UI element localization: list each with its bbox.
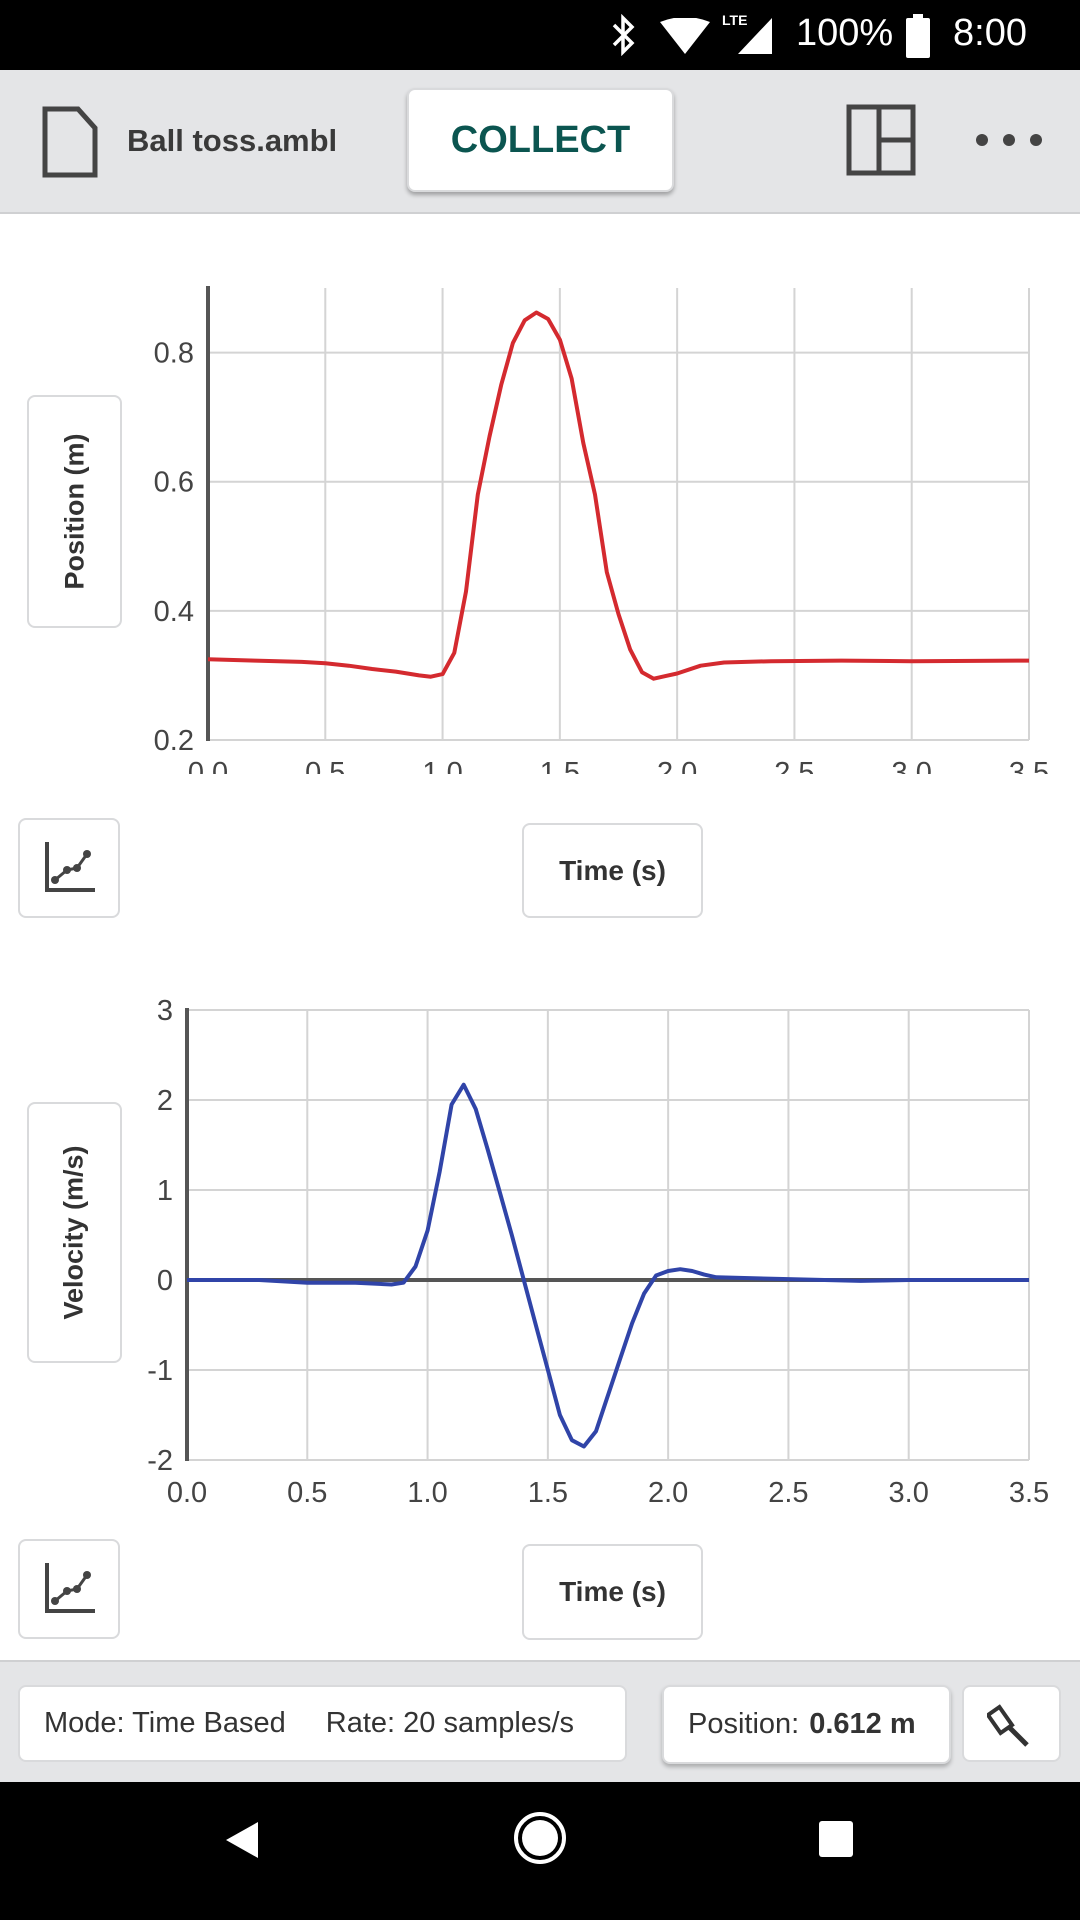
back-icon[interactable] [224, 1820, 260, 1860]
y-tick-label: -2 [147, 1445, 173, 1477]
graph-options-icon [45, 842, 95, 892]
signal-icon [738, 18, 772, 54]
graph-options-button[interactable] [18, 818, 120, 918]
time-axis-label-button-2[interactable]: Time (s) [522, 1544, 703, 1640]
bluetooth-icon [612, 14, 635, 56]
y-tick-label: 2 [157, 1085, 173, 1117]
x-tick-label: 2.5 [768, 1477, 808, 1509]
home-icon[interactable] [512, 1810, 568, 1866]
status-bar: LTE 100% 8:00 [0, 0, 1080, 70]
x-tick-label: 3.0 [889, 1477, 929, 1509]
y-tick-label: 0.8 [154, 338, 194, 370]
y-tick-label: 0.4 [154, 596, 194, 628]
battery-percent: 100% [796, 12, 894, 54]
graph-options-button-2[interactable] [18, 1539, 120, 1639]
x-tick-label: 3.5 [1009, 757, 1049, 774]
collect-button[interactable]: COLLECT [407, 88, 674, 192]
x-tick-label: 1.0 [407, 1477, 447, 1509]
x-tick-label: 0.5 [305, 757, 345, 774]
x-tick-label: 2.0 [648, 1477, 688, 1509]
x-tick-label: 1.5 [528, 1477, 568, 1509]
time-axis-label-button[interactable]: Time (s) [522, 823, 703, 918]
x-tick-label: 2.5 [774, 757, 814, 774]
navigation-bar [0, 1782, 1080, 1920]
x-tick-label: 1.0 [422, 757, 462, 774]
y-tick-label: 0 [157, 1265, 173, 1297]
bottom-bar: Mode: Time Based Rate: 20 samples/s Posi… [0, 1660, 1080, 1782]
position-axis-label-button[interactable]: Position (m) [27, 395, 122, 628]
meter-button[interactable]: Position: 0.612 m [662, 1685, 951, 1764]
battery-icon [906, 14, 930, 58]
y-tick-label: 1 [157, 1175, 173, 1207]
x-tick-label: 1.5 [540, 757, 580, 774]
position-axis-label: Position (m) [59, 433, 89, 590]
y-tick-label: 0.2 [154, 725, 194, 757]
velocity-axis-label-button[interactable]: Velocity (m/s) [27, 1102, 122, 1363]
wifi-icon [660, 18, 710, 54]
x-tick-label: 3.0 [892, 757, 932, 774]
file-name[interactable]: Ball toss.ambl [127, 123, 338, 158]
meter-value: 0.612 m [809, 1708, 916, 1740]
x-tick-label: 0.0 [188, 757, 228, 774]
y-tick-label: 3 [157, 995, 173, 1027]
y-tick-label: 0.6 [154, 467, 194, 499]
toolbar: Ball toss.ambl COLLECT [0, 70, 1080, 214]
rate-text: Rate: 20 samples/s [325, 1707, 575, 1739]
recents-icon[interactable] [818, 1820, 854, 1858]
velocity-series-line [187, 1082, 1029, 1449]
x-tick-label: 2.0 [657, 757, 697, 774]
x-tick-label: 3.5 [1009, 1477, 1049, 1509]
layout-icon[interactable] [846, 104, 916, 176]
probe-icon [986, 1703, 1029, 1747]
x-tick-label: 0.0 [167, 1477, 207, 1509]
velocity-graph[interactable]: 0.0 0.5 1.0 1.5 2.0 2.5 3.0 3.5 -2 -1 0 1 2 3 [0, 990, 1080, 1520]
mode-rate-button[interactable]: Mode: Time Based Rate: 20 samples/s [18, 1685, 627, 1762]
more-options-icon[interactable] [974, 130, 1044, 150]
mode-text: Mode: Time Based [44, 1707, 286, 1739]
file-icon[interactable] [42, 106, 98, 178]
meter-label: Position: [688, 1708, 800, 1740]
graph-options-icon [45, 1563, 95, 1613]
clock: 8:00 [953, 12, 1027, 54]
y-tick-label: -1 [147, 1355, 173, 1387]
x-tick-label: 0.5 [287, 1477, 327, 1509]
velocity-axis-label: Velocity (m/s) [59, 1145, 90, 1320]
sensor-button[interactable] [962, 1685, 1061, 1762]
position-graph[interactable]: 0.0 0.5 1.0 1.5 2.0 2.5 3.0 3.5 0.2 0.4 0.6 0.8 [0, 214, 1080, 774]
position-series-line [207, 310, 1030, 681]
network-type: LTE [722, 12, 748, 28]
